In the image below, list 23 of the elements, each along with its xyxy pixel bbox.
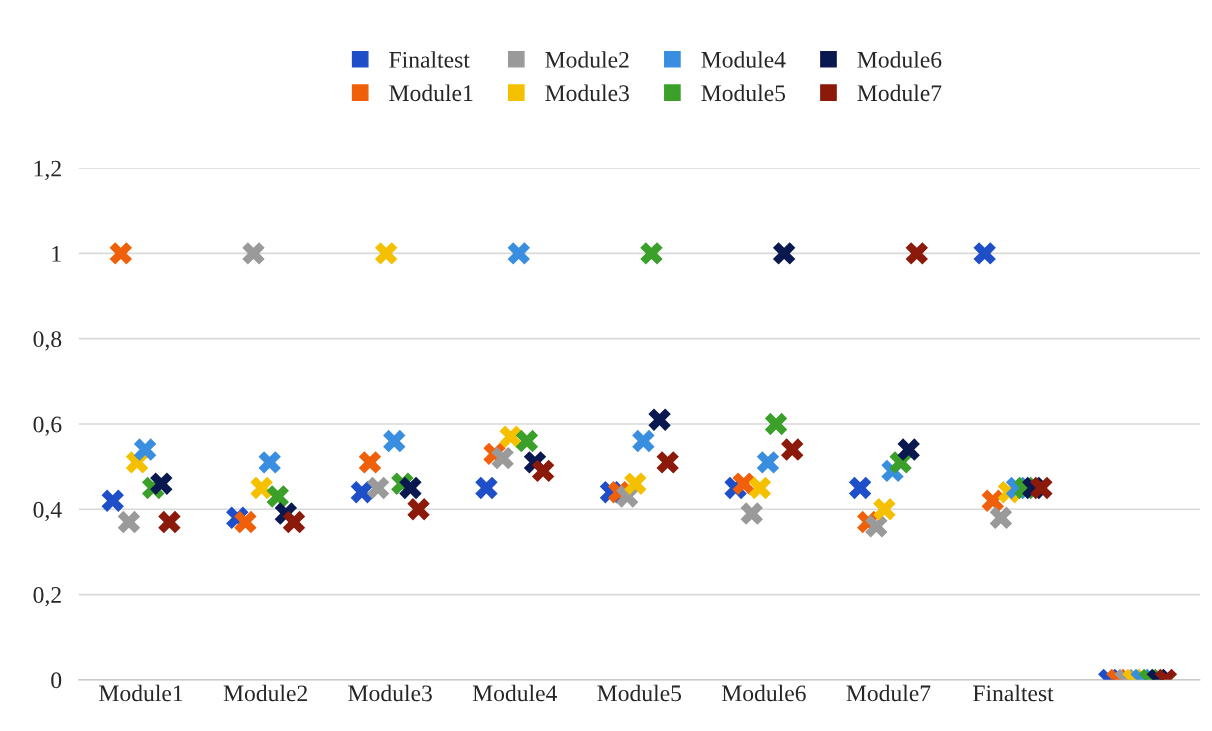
y-tick-label: 0,2 [33,587,61,607]
legend-label: Module4 [701,51,786,68]
x-tick-label: Module1 [99,684,183,702]
y-tick-label: 0 [51,672,62,689]
x-tick-label: Module6 [721,684,806,702]
x-tick-label: Finaltest [973,684,1054,702]
legend-label: Module1 [389,84,473,102]
legend-label: Module7 [857,84,942,102]
legend-label: Module6 [857,51,942,68]
x-tick-label: Module5 [597,684,682,702]
y-tick-label: 1 [52,246,61,262]
legend-label: Module3 [545,84,629,102]
legend-label: Module2 [545,51,629,68]
y-tick-label: 0,4 [33,501,62,522]
legend-label: Module5 [701,84,786,102]
x-tick-label: Module4 [472,684,558,702]
legend-label: Finaltest [389,51,470,68]
y-tick-label: 0,6 [33,416,62,436]
x-tick-label: Module2 [223,684,307,702]
y-tick-label: 0,8 [33,331,62,351]
x-tick-label: Module7 [846,684,931,702]
x-tick-label: Module3 [348,684,432,702]
y-tick-label: 1,2 [34,160,61,180]
